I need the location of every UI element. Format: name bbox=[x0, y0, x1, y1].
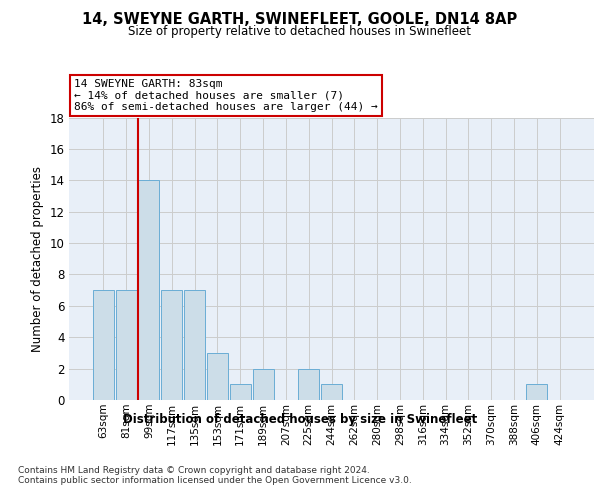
Bar bbox=[161, 290, 182, 400]
Text: Distribution of detached houses by size in Swinefleet: Distribution of detached houses by size … bbox=[123, 412, 477, 426]
Bar bbox=[116, 290, 137, 400]
Bar bbox=[230, 384, 251, 400]
Text: Size of property relative to detached houses in Swinefleet: Size of property relative to detached ho… bbox=[128, 25, 472, 38]
Text: 14, SWEYNE GARTH, SWINEFLEET, GOOLE, DN14 8AP: 14, SWEYNE GARTH, SWINEFLEET, GOOLE, DN1… bbox=[82, 12, 518, 28]
Bar bbox=[93, 290, 114, 400]
Bar bbox=[526, 384, 547, 400]
Bar bbox=[253, 368, 274, 400]
Text: Contains HM Land Registry data © Crown copyright and database right 2024.: Contains HM Land Registry data © Crown c… bbox=[18, 466, 370, 475]
Bar bbox=[184, 290, 205, 400]
Y-axis label: Number of detached properties: Number of detached properties bbox=[31, 166, 44, 352]
Bar bbox=[139, 180, 160, 400]
Bar bbox=[298, 368, 319, 400]
Bar bbox=[321, 384, 342, 400]
Bar bbox=[207, 353, 228, 400]
Text: Contains public sector information licensed under the Open Government Licence v3: Contains public sector information licen… bbox=[18, 476, 412, 485]
Text: 14 SWEYNE GARTH: 83sqm
← 14% of detached houses are smaller (7)
86% of semi-deta: 14 SWEYNE GARTH: 83sqm ← 14% of detached… bbox=[74, 78, 378, 112]
